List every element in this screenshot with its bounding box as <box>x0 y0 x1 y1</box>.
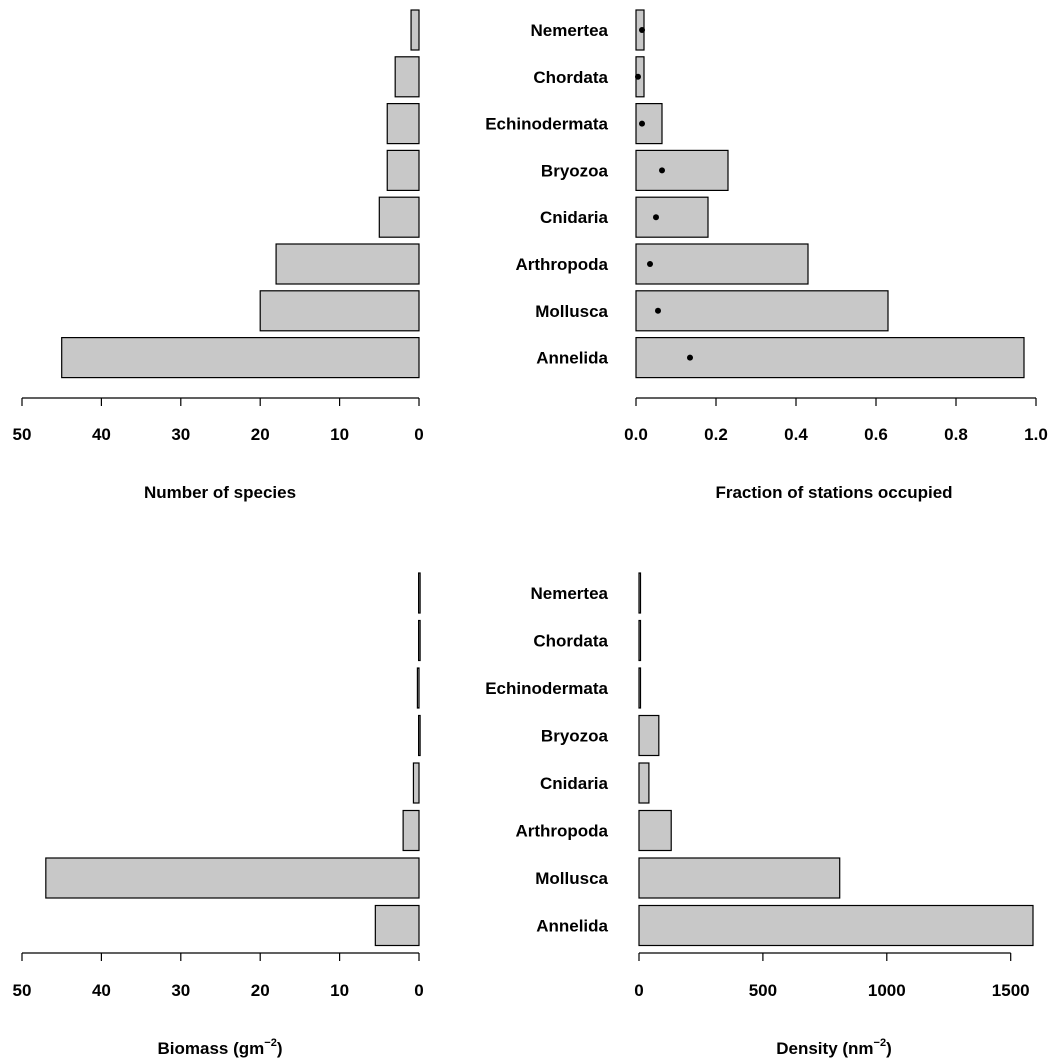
x-tick-label: 10 <box>330 425 349 444</box>
bar-bryozoa <box>635 149 729 191</box>
panel-4: Nemertea Chordata Echinodermata Bryozoa Cnid… <box>485 572 1034 1058</box>
x-tick-label: 20 <box>251 425 270 444</box>
x-axis-title: Density (nm−2) <box>776 1037 892 1058</box>
category-label: Chordata <box>533 632 608 651</box>
x-tick-label: 10 <box>330 981 349 1000</box>
bar-nemertea <box>638 572 642 614</box>
bar-nemertea <box>418 572 421 614</box>
bar-arthropoda <box>402 809 420 852</box>
bar-bryozoa <box>638 714 660 757</box>
category-label: Nemertea <box>531 584 609 603</box>
x-tick-label: 1000 <box>868 981 906 1000</box>
bar-mollusca <box>635 290 889 332</box>
category-label: Annelida <box>536 349 608 368</box>
x-tick-label: 0 <box>414 981 423 1000</box>
category-label: Chordata <box>533 68 608 87</box>
x-tick-label: 30 <box>171 425 190 444</box>
bar-bryozoa <box>418 714 421 757</box>
bar-annelida <box>374 904 420 947</box>
bar-arthropoda <box>638 809 672 852</box>
x-axis-title: Number of species <box>144 483 296 502</box>
point-echinodermata <box>639 120 645 127</box>
bar-mollusca <box>259 290 420 332</box>
bar-chordata <box>418 619 421 662</box>
x-tick-label: 1500 <box>992 981 1030 1000</box>
x-tick-label: 0.2 <box>704 425 728 444</box>
x-tick-label: 0 <box>414 425 423 444</box>
bar-bryozoa <box>386 149 420 191</box>
bar-cnidaria <box>412 762 420 804</box>
category-label: Arthropoda <box>515 822 608 841</box>
bar-echinodermata <box>386 102 420 145</box>
x-tick-label: 0.6 <box>864 425 888 444</box>
x-tick-label: 500 <box>749 981 777 1000</box>
category-label: Bryozoa <box>541 161 609 180</box>
x-tick-label: 50 <box>13 981 32 1000</box>
category-label: Mollusca <box>535 869 608 888</box>
x-tick-label: 0.4 <box>784 425 808 444</box>
x-tick-label: 0 <box>634 981 643 1000</box>
x-tick-label: 1.0 <box>1024 425 1048 444</box>
x-tick-label: 0.8 <box>944 425 968 444</box>
bar-mollusca <box>45 857 420 899</box>
x-tick-label: 0.0 <box>624 425 648 444</box>
point-mollusca <box>655 307 661 314</box>
category-label: Cnidaria <box>540 208 609 227</box>
bar-annelida <box>638 904 1034 947</box>
bar-echinodermata <box>638 667 642 709</box>
point-nemertea <box>639 27 645 33</box>
bar-chordata <box>638 619 642 662</box>
point-bryozoa <box>659 167 665 174</box>
point-chordata <box>635 73 641 80</box>
x-tick-label: 40 <box>92 425 111 444</box>
x-axis-title: Fraction of stations occupied <box>715 483 952 502</box>
point-cnidaria <box>653 214 659 221</box>
category-label: Mollusca <box>535 302 608 321</box>
x-tick-label: 40 <box>92 981 111 1000</box>
category-label: Bryozoa <box>541 727 609 746</box>
x-tick-label: 50 <box>13 425 32 444</box>
bar-arthropoda <box>635 243 809 285</box>
category-label: Arthropoda <box>515 255 608 274</box>
point-arthropoda <box>647 261 653 267</box>
bar-chordata <box>394 56 420 98</box>
panel-2: Nemertea Chordata Echinodermata Bryozoa Cnid… <box>485 9 1048 502</box>
category-label: Echinodermata <box>485 115 608 134</box>
x-tick-label: 30 <box>171 981 190 1000</box>
bar-cnidaria <box>378 196 420 238</box>
category-label: Cnidaria <box>540 774 609 793</box>
bar-nemertea <box>410 9 420 51</box>
x-tick-label: 20 <box>251 981 270 1000</box>
bar-echinodermata <box>635 102 663 145</box>
panel-3: 50 40 30 20 10 0 Biomass (gm−2) <box>13 572 424 1058</box>
bar-annelida <box>635 337 1025 379</box>
bar-cnidaria <box>635 196 709 238</box>
bar-echinodermata <box>416 667 420 709</box>
bar-mollusca <box>638 857 841 899</box>
panel-1: 50 40 30 20 10 0 Number of species <box>13 9 424 502</box>
bar-cnidaria <box>638 762 650 804</box>
bar-arthropoda <box>275 243 420 285</box>
category-label: Echinodermata <box>485 679 608 698</box>
category-label: Annelida <box>536 917 608 936</box>
point-annelida <box>687 354 693 361</box>
category-label: Nemertea <box>531 21 609 40</box>
x-axis-title: Biomass (gm−2) <box>158 1037 283 1058</box>
bar-annelida <box>61 337 420 379</box>
